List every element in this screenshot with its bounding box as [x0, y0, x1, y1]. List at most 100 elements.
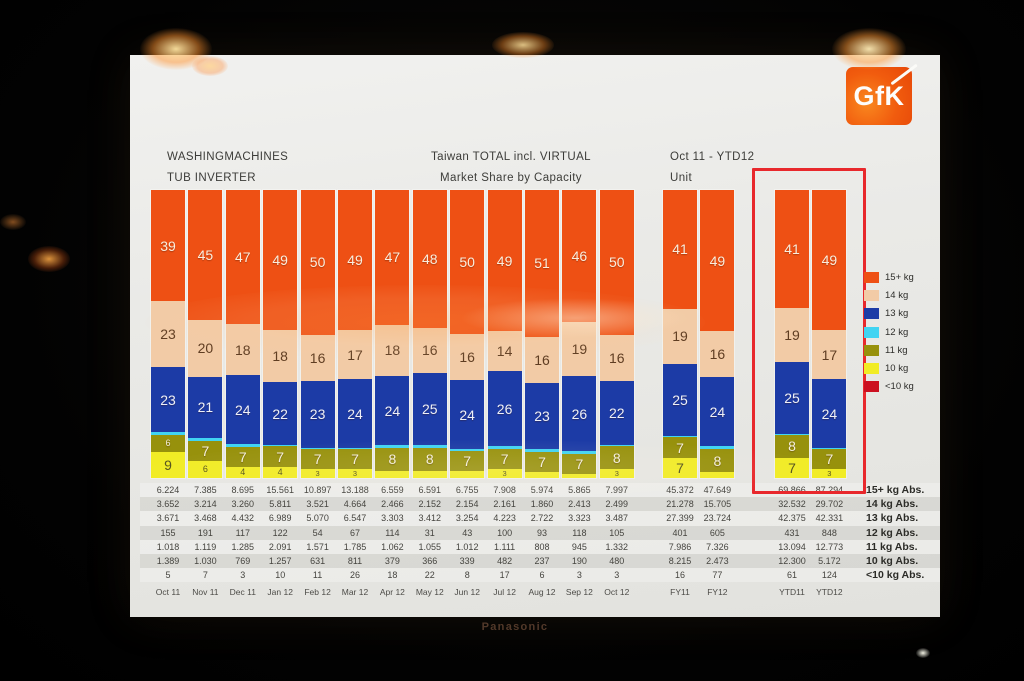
table-cell: 1.030: [194, 556, 217, 566]
bar-value-label: 47: [235, 249, 251, 265]
table-cell: 3: [576, 570, 582, 581]
segment-10-kg: [525, 472, 559, 478]
column-label-ytd11: YTD11: [779, 587, 805, 597]
table-cell: 32.532: [778, 499, 806, 510]
table-cell: 23.724: [703, 513, 732, 524]
segment-11-kg: 7: [663, 437, 697, 458]
table-cell: 7.326: [706, 541, 729, 552]
segment-14-kg: 18: [225, 324, 260, 376]
table-cell: 7.997: [605, 485, 629, 495]
segment-11-kg: 7: [300, 449, 335, 470]
legend-item-13-kg: 13 kg: [864, 305, 914, 323]
segment-14-kg: 16: [450, 334, 485, 381]
segment-14-kg: 17: [338, 330, 372, 380]
segment-10-kg: 7: [775, 457, 809, 479]
table-cell: 1.062: [381, 541, 404, 552]
table-cell: 3.468: [194, 513, 217, 524]
table-cell: 848: [821, 527, 837, 538]
legend-item-11-kg: 11 kg: [864, 341, 914, 359]
table-cell: 69.866: [778, 485, 806, 495]
table-row-label: <10 kg Abs.: [866, 569, 925, 582]
bar-value-label: 23: [309, 406, 326, 423]
table-cell: 8.215: [668, 556, 692, 566]
legend-swatch-icon: [864, 344, 879, 356]
segment-11-kg: 7: [263, 446, 298, 467]
segment-10-kg: 7: [663, 457, 697, 479]
bar-value-label: 46: [571, 247, 588, 264]
title-left: WASHINGMACHINES TUB INVERTER: [167, 147, 288, 189]
table-row-label: 14 kg Abs.: [866, 498, 919, 511]
bar-value-label: 7: [313, 451, 322, 468]
segment-11-kg: 8: [375, 447, 410, 471]
segment-11-kg: 8: [775, 435, 809, 458]
bar-value-label: 41: [672, 241, 688, 258]
segment-14-kg: 16: [412, 327, 447, 374]
segment-13-kg: 23: [300, 381, 335, 448]
table-cell: 15.561: [266, 485, 294, 495]
bar-value-label: 16: [609, 349, 625, 366]
table-cell: 4.664: [343, 499, 367, 510]
segment-12-kg: [263, 445, 298, 447]
table-cell: 155: [160, 527, 176, 538]
table-cell: 31: [424, 527, 435, 538]
column-label-jul-12: Jul 12: [493, 587, 516, 597]
bar-value-label: 19: [571, 341, 588, 358]
segment-14-kg: 16: [525, 336, 559, 383]
bar-ytd12: 49 17 24 7 3: [812, 190, 847, 479]
title-market: Taiwan TOTAL incl. VIRTUAL: [431, 151, 591, 163]
segment-11-kg: 7: [188, 440, 223, 461]
segment-12-kg: [812, 447, 847, 450]
table-cell: 21.278: [666, 499, 694, 510]
table-cell: 117: [235, 527, 250, 538]
bar-value-label: 16: [709, 346, 726, 363]
table-cell: 54: [312, 527, 323, 538]
table-cell: 431: [784, 527, 800, 538]
table-row-label: 12 kg Abs.: [866, 526, 919, 539]
bar-oct-11: 39 23 23 6 9: [151, 190, 185, 478]
bar-value-label: 3: [315, 468, 320, 478]
bar-value-label: 6: [202, 463, 208, 474]
bar-value-label: 25: [672, 391, 688, 408]
bar-value-label: 7: [351, 451, 359, 468]
bar-value-label: 16: [309, 349, 326, 366]
table-cell: 1.285: [231, 541, 255, 552]
table-cell: 6.224: [156, 485, 180, 495]
segment-11-kg: 8: [412, 447, 447, 471]
segment-10-kg: 3: [300, 468, 335, 479]
legend-item-15-kg: 15+ kg: [864, 268, 914, 286]
bar-value-label: 7: [676, 459, 684, 476]
bar-value-label: 25: [784, 389, 800, 406]
table-cell: 67: [349, 527, 360, 538]
segment-13-kg: 24: [450, 380, 485, 450]
table-cell: 366: [422, 556, 438, 566]
legend-swatch-icon: [864, 289, 879, 301]
segment-10-kg: 3: [599, 469, 634, 478]
segment-15-kg: 47: [225, 190, 260, 325]
table-cell: 3.521: [306, 499, 329, 510]
segment-12-kg: [225, 443, 260, 447]
bar-value-label: 22: [609, 404, 625, 421]
segment-12-kg: [151, 432, 185, 436]
table-row-label: 13 kg Abs.: [866, 512, 919, 525]
table-row-15-kg-abs: 6.224 7.385 8.695 15.561 10.897 13.188 6.559 6.…: [140, 483, 940, 498]
table-cell: 237: [534, 556, 550, 566]
table-cell: 631: [310, 556, 326, 566]
column-label-sep-12: Sep 12: [565, 587, 593, 597]
table-cell: 22: [424, 570, 435, 581]
segment-15-kg: 39: [151, 190, 185, 302]
segment-13-kg: 23: [525, 382, 559, 450]
segment-13-kg: 24: [812, 379, 847, 448]
bar-value-label: 9: [164, 457, 172, 474]
column-label-ytd12: YTD12: [816, 587, 843, 597]
segment-10-kg: 6: [188, 460, 223, 478]
table-cell: 3.214: [194, 499, 217, 510]
segment-13-kg: 21: [188, 377, 223, 438]
bar-value-label: 7: [676, 439, 684, 456]
bar-value-label: 8: [788, 438, 796, 455]
bar-value-label: 25: [422, 401, 438, 418]
segment-12-kg: [487, 446, 522, 450]
table-cell: 10: [275, 570, 286, 581]
segment-13-kg: 25: [663, 363, 697, 437]
bar-value-label: 23: [534, 408, 550, 425]
table-cell: 1.018: [156, 541, 180, 552]
